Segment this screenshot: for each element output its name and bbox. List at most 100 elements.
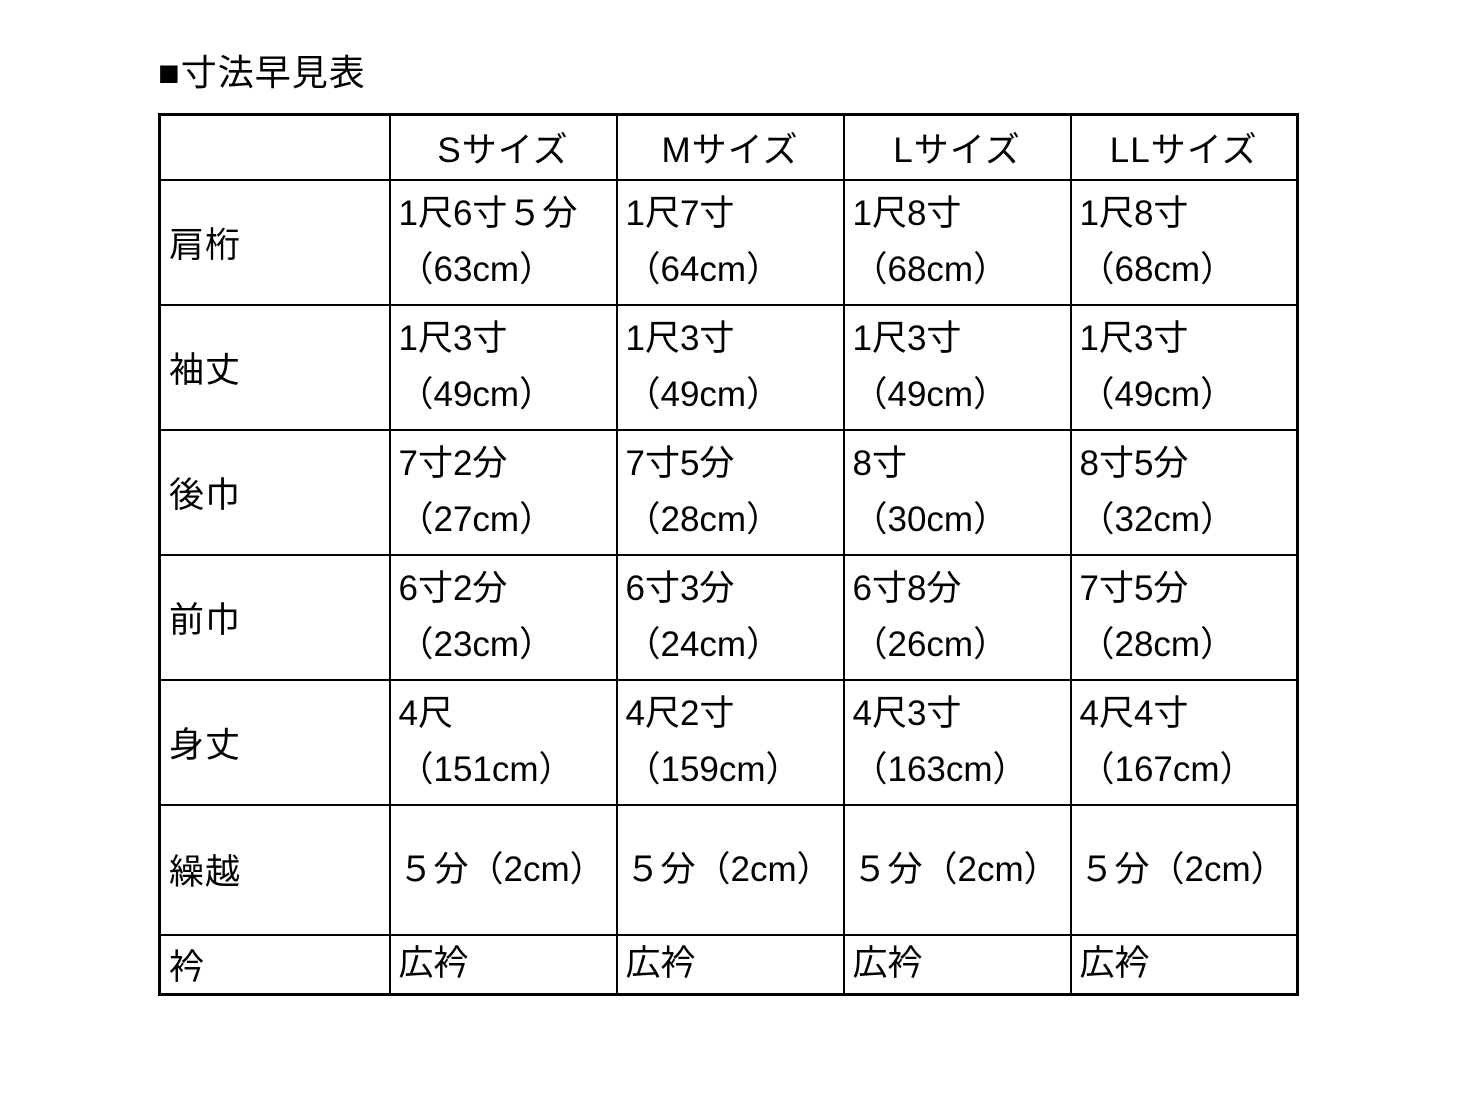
value-lines: ５分（2cm） bbox=[625, 849, 842, 891]
value-cell: 7寸5分 （28cm） bbox=[1069, 553, 1299, 681]
measurement-sun: 4尺 bbox=[398, 694, 453, 733]
value-cell: 1尺3寸 （49cm） bbox=[1069, 303, 1299, 431]
value-cell: 1尺7寸 （64cm） bbox=[615, 178, 845, 306]
value-lines: 7寸5分 （28cm） bbox=[625, 436, 842, 548]
table-body: 肩桁 1尺6寸５分 （63cm） 1尺7寸 （64cm） 1尺8寸 （68cm） 1尺8寸 （6… bbox=[158, 178, 1299, 996]
measurement-sun: 1尺7寸 bbox=[625, 194, 735, 233]
value-cell: ５分（2cm） bbox=[615, 803, 845, 936]
value-lines: 1尺8寸 （68cm） bbox=[852, 186, 1069, 298]
value-lines: 広衿 bbox=[625, 943, 842, 985]
measurement-cm: （28cm） bbox=[1079, 625, 1236, 664]
measurement-sun: ５分（2cm） bbox=[398, 849, 605, 889]
value-cell: 8寸 （30cm） bbox=[842, 428, 1072, 556]
value-lines: 7寸2分 （27cm） bbox=[398, 436, 615, 548]
corner-cell bbox=[158, 113, 391, 181]
table-row: 後巾 7寸2分 （27cm） 7寸5分 （28cm） 8寸 （30cm） 8寸5分 （32cm） bbox=[158, 428, 1299, 556]
value-lines: ５分（2cm） bbox=[1080, 849, 1296, 891]
value-lines: 1尺3寸 （49cm） bbox=[1080, 311, 1296, 423]
value-cell: 1尺8寸 （68cm） bbox=[1069, 178, 1299, 306]
table-header-row: Sサイズ Mサイズ Lサイズ LLサイズ bbox=[158, 113, 1299, 181]
value-cell: 7寸2分 （27cm） bbox=[388, 428, 618, 556]
value-lines: 1尺3寸 （49cm） bbox=[398, 311, 615, 423]
measurement-cm: （68cm） bbox=[852, 250, 1009, 289]
value-cell: 広衿 bbox=[615, 933, 845, 996]
value-cell: ５分（2cm） bbox=[1069, 803, 1299, 936]
value-cell: 4尺 （151cm） bbox=[388, 678, 618, 806]
table-row: 前巾 6寸2分 （23cm） 6寸3分 （24cm） 6寸8分 （26cm） 7寸5分 （28c… bbox=[158, 553, 1299, 681]
value-cell: 1尺6寸５分 （63cm） bbox=[388, 178, 618, 306]
measurement-sun: 1尺3寸 bbox=[398, 319, 508, 358]
measurement-sun: 広衿 bbox=[1079, 944, 1150, 984]
measurement-cm: （167cm） bbox=[1079, 750, 1255, 789]
column-header-s: Sサイズ bbox=[388, 113, 618, 181]
measurement-sun: 6寸3分 bbox=[625, 569, 735, 608]
size-table: Sサイズ Mサイズ Lサイズ LLサイズ 肩桁 1尺6寸５分 （63cm） 1尺7寸 （64c… bbox=[158, 113, 1299, 996]
row-label: 身丈 bbox=[158, 678, 391, 806]
value-lines: 広衿 bbox=[1079, 943, 1296, 985]
row-label: 衿 bbox=[158, 933, 391, 996]
page-title: ■寸法早見表 bbox=[158, 52, 366, 93]
measurement-cm: （49cm） bbox=[852, 375, 1009, 414]
measurement-sun: 1尺6寸５分 bbox=[398, 194, 578, 233]
value-cell: 1尺3寸 （49cm） bbox=[615, 303, 845, 431]
measurement-cm: （151cm） bbox=[398, 750, 574, 789]
measurement-cm: （23cm） bbox=[398, 625, 555, 664]
value-lines: 6寸2分 （23cm） bbox=[398, 561, 615, 673]
value-cell: 6寸3分 （24cm） bbox=[615, 553, 845, 681]
value-lines: 8寸5分 （32cm） bbox=[1079, 436, 1296, 548]
value-cell: 7寸5分 （28cm） bbox=[615, 428, 845, 556]
row-label: 肩桁 bbox=[158, 178, 391, 306]
value-lines: ５分（2cm） bbox=[853, 849, 1069, 891]
measurement-sun: 7寸5分 bbox=[1079, 569, 1189, 608]
measurement-sun: 4尺4寸 bbox=[1079, 694, 1189, 733]
value-lines: 4尺3寸 （163cm） bbox=[852, 686, 1069, 798]
measurement-sun: 1尺8寸 bbox=[852, 194, 962, 233]
row-label: 袖丈 bbox=[158, 303, 391, 431]
measurement-cm: （28cm） bbox=[625, 500, 782, 539]
value-cell: ５分（2cm） bbox=[842, 803, 1072, 936]
value-lines: 6寸8分 （26cm） bbox=[852, 561, 1069, 673]
measurement-cm: （64cm） bbox=[625, 250, 782, 289]
measurement-sun: 1尺8寸 bbox=[1079, 194, 1189, 233]
column-header-l: Lサイズ bbox=[842, 113, 1072, 181]
measurement-sun: 広衿 bbox=[625, 944, 696, 984]
measurement-sun: 7寸2分 bbox=[398, 444, 508, 483]
row-label: 後巾 bbox=[158, 428, 391, 556]
value-lines: 1尺8寸 （68cm） bbox=[1079, 186, 1296, 298]
row-label: 繰越 bbox=[158, 803, 391, 936]
measurement-cm: （27cm） bbox=[398, 500, 555, 539]
measurement-cm: （26cm） bbox=[852, 625, 1009, 664]
column-header-m: Mサイズ bbox=[615, 113, 845, 181]
measurement-cm: （163cm） bbox=[852, 750, 1028, 789]
value-lines: 4尺 （151cm） bbox=[398, 686, 615, 798]
row-label: 前巾 bbox=[158, 553, 391, 681]
value-cell: 4尺3寸 （163cm） bbox=[842, 678, 1072, 806]
value-lines: 広衿 bbox=[853, 943, 1069, 985]
value-cell: 4尺4寸 （167cm） bbox=[1069, 678, 1299, 806]
value-lines: 1尺3寸 （49cm） bbox=[625, 311, 842, 423]
table-row: 肩桁 1尺6寸５分 （63cm） 1尺7寸 （64cm） 1尺8寸 （68cm） 1尺8寸 （6… bbox=[158, 178, 1299, 306]
table-row: 袖丈 1尺3寸 （49cm） 1尺3寸 （49cm） 1尺3寸 （49cm） 1尺3寸 （49c… bbox=[158, 303, 1299, 431]
value-lines: ５分（2cm） bbox=[398, 849, 615, 891]
value-lines: 6寸3分 （24cm） bbox=[625, 561, 842, 673]
value-lines: 7寸5分 （28cm） bbox=[1079, 561, 1296, 673]
measurement-sun: 6寸2分 bbox=[398, 569, 508, 608]
table-row: 身丈 4尺 （151cm） 4尺2寸 （159cm） 4尺3寸 （163cm） 4尺4寸 （16… bbox=[158, 678, 1299, 806]
measurement-cm: （24cm） bbox=[625, 625, 782, 664]
measurement-sun: 1尺3寸 bbox=[852, 319, 962, 358]
value-cell: 4尺2寸 （159cm） bbox=[615, 678, 845, 806]
column-header-ll: LLサイズ bbox=[1069, 113, 1299, 181]
measurement-cm: （159cm） bbox=[625, 750, 801, 789]
measurement-sun: 4尺2寸 bbox=[625, 694, 735, 733]
value-cell: 6寸8分 （26cm） bbox=[842, 553, 1072, 681]
measurement-cm: （30cm） bbox=[852, 500, 1009, 539]
measurement-cm: （49cm） bbox=[625, 375, 782, 414]
measurement-sun: ５分（2cm） bbox=[625, 849, 832, 889]
measurement-sun: 6寸8分 bbox=[852, 569, 962, 608]
measurement-cm: （68cm） bbox=[1079, 250, 1236, 289]
value-cell: 広衿 bbox=[388, 933, 618, 996]
measurement-sun: 8寸5分 bbox=[1079, 444, 1189, 483]
value-cell: 1尺3寸 （49cm） bbox=[842, 303, 1072, 431]
table-row: 衿広衿 広衿 広衿 広衿 bbox=[158, 933, 1299, 996]
measurement-cm: （63cm） bbox=[398, 250, 555, 289]
